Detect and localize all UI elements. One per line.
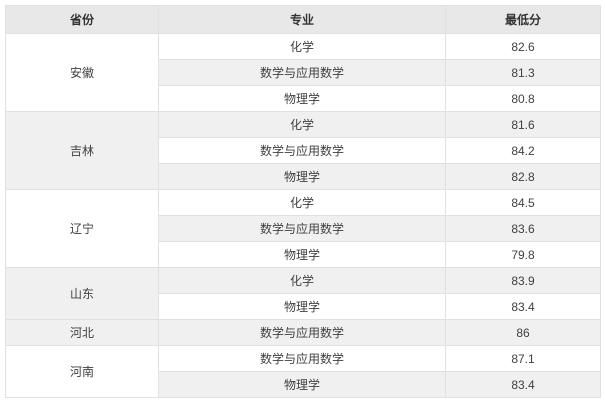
- major-cell: 物理学: [158, 371, 446, 398]
- score-cell: 83.9: [445, 267, 601, 294]
- province-cell: 辽宁: [5, 189, 159, 268]
- table-body: 安徽 化学 82.6 数学与应用数学 81.3 物理学 80.8 吉林 化学 8…: [5, 33, 601, 398]
- table-row: 物理学 83.4: [6, 371, 601, 398]
- column-header-min-score: 最低分: [445, 5, 601, 34]
- table-row: 吉林 化学 81.6: [5, 111, 601, 190]
- table-row: 安徽 化学 82.6: [5, 33, 601, 112]
- table-row: 数学与应用数学 83.6: [6, 215, 601, 242]
- province-cell: 吉林: [5, 111, 159, 190]
- province-cell: 山东: [5, 267, 159, 320]
- admission-scores-table: 省份 专业 最低分 安徽 化学 82.6 数学与应用数学 81.3 物理学 80…: [5, 5, 601, 398]
- major-cell: 物理学: [158, 85, 446, 112]
- major-cell: 数学与应用数学: [158, 319, 446, 346]
- major-cell: 物理学: [158, 163, 446, 190]
- score-cell: 86: [445, 319, 601, 346]
- province-cell: 河北: [5, 319, 159, 346]
- major-cell: 化学: [158, 33, 446, 60]
- score-cell: 82.8: [445, 163, 601, 190]
- major-cell: 数学与应用数学: [158, 59, 446, 86]
- score-cell: 83.4: [445, 293, 601, 320]
- major-cell: 物理学: [158, 293, 446, 320]
- score-cell: 81.6: [445, 111, 601, 138]
- table-row: 数学与应用数学 81.3: [6, 59, 601, 86]
- table-row: 河南 数学与应用数学 87.1: [5, 345, 601, 398]
- table-row: 数学与应用数学 84.2: [6, 137, 601, 164]
- score-cell: 83.6: [445, 215, 601, 242]
- score-cell: 84.5: [445, 189, 601, 216]
- column-header-province: 省份: [5, 5, 159, 34]
- major-cell: 数学与应用数学: [158, 345, 446, 372]
- table-row: 物理学 79.8: [6, 241, 601, 268]
- major-cell: 化学: [158, 189, 446, 216]
- major-cell: 化学: [158, 111, 446, 138]
- score-cell: 84.2: [445, 137, 601, 164]
- score-cell: 80.8: [445, 85, 601, 112]
- major-cell: 数学与应用数学: [158, 215, 446, 242]
- table-row: 河北 数学与应用数学 86: [5, 319, 601, 346]
- score-cell: 82.6: [445, 33, 601, 60]
- table-row: 物理学 83.4: [6, 293, 601, 320]
- score-cell: 87.1: [445, 345, 601, 372]
- table-row: 山东 化学 83.9: [5, 267, 601, 320]
- major-cell: 数学与应用数学: [158, 137, 446, 164]
- table-header: 省份 专业 最低分: [5, 5, 601, 34]
- major-cell: 物理学: [158, 241, 446, 268]
- score-cell: 81.3: [445, 59, 601, 86]
- table-row: 物理学 82.8: [6, 163, 601, 190]
- score-cell: 79.8: [445, 241, 601, 268]
- province-cell: 安徽: [5, 33, 159, 112]
- province-cell: 河南: [5, 345, 159, 398]
- table-row: 辽宁 化学 84.5: [5, 189, 601, 268]
- score-cell: 83.4: [445, 371, 601, 398]
- major-cell: 化学: [158, 267, 446, 294]
- column-header-major: 专业: [158, 5, 446, 34]
- header-row: 省份 专业 最低分: [5, 5, 601, 34]
